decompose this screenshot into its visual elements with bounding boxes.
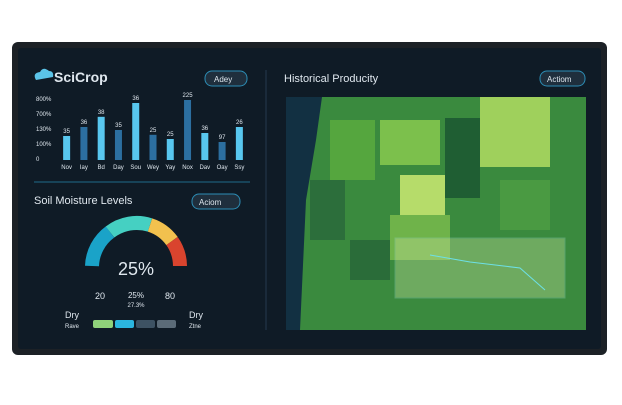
map-region <box>500 180 550 230</box>
bar <box>166 139 174 160</box>
legend-sub: Ztne <box>189 324 202 330</box>
button[interactable] <box>204 70 248 87</box>
x-axis-label: Oay <box>217 165 228 171</box>
bar <box>97 116 105 160</box>
legend-swatch <box>157 320 176 328</box>
x-axis-label: Day <box>113 165 124 171</box>
map-route <box>429 254 546 291</box>
legend-swatch <box>93 320 113 328</box>
bar-label: 225 <box>183 93 194 99</box>
x-axis-label: Ssy <box>234 165 244 171</box>
bar <box>218 142 226 160</box>
bar-label: 97 <box>219 135 226 141</box>
button-label[interactable]: Adey <box>214 75 232 84</box>
legend-label: Dry <box>65 310 79 320</box>
map-region <box>310 180 345 240</box>
bar <box>132 103 140 160</box>
gauge-segment <box>85 226 115 267</box>
gauge <box>85 216 187 267</box>
map-region <box>380 120 440 165</box>
x-axis-label: Nov <box>61 165 72 171</box>
map <box>286 97 586 330</box>
logo: SciCrop <box>54 69 108 85</box>
bar-label: 25 <box>167 132 174 138</box>
bar <box>63 136 71 160</box>
logo-icon <box>34 68 54 80</box>
y-axis-label: 130% <box>36 127 52 133</box>
y-axis-label: 700% <box>36 112 52 118</box>
bar <box>149 134 157 160</box>
map-region <box>445 118 480 198</box>
legend-label: Dry <box>189 310 203 320</box>
button[interactable] <box>539 70 586 87</box>
bar <box>184 100 192 160</box>
gauge-segment <box>166 236 187 267</box>
map-region <box>400 175 445 215</box>
map-region <box>330 120 375 180</box>
y-axis-label: 0 <box>36 157 40 163</box>
x-axis-label: Yay <box>165 165 175 171</box>
bar-label: 38 <box>98 110 105 116</box>
x-axis-label: Sou <box>130 165 141 171</box>
legend-swatch <box>136 320 155 328</box>
bar <box>80 127 88 160</box>
legend-sub: Rave <box>65 324 80 330</box>
bar-chart: 800% 700% 130% 100% 0 35 Nov 36 Iay 38 Bd 35 Day 36 So… <box>36 93 244 171</box>
bar <box>201 133 209 160</box>
bar-label: 36 <box>132 96 139 102</box>
y-axis-label: 800% <box>36 97 52 103</box>
bar-label: 25 <box>150 128 157 134</box>
y-axis-label: 100% <box>36 142 52 148</box>
gauge-mid: 25% <box>128 291 144 300</box>
panel-title: Historical Producity <box>284 73 379 85</box>
gauge-sub: 27.3% <box>127 303 145 309</box>
map-region <box>390 215 450 260</box>
gauge-segment <box>105 216 153 238</box>
gauge-max: 80 <box>165 291 175 301</box>
bar <box>235 127 243 160</box>
x-axis-label: Nox <box>182 165 193 171</box>
x-axis-label: Iay <box>80 165 88 171</box>
button-label[interactable]: Actiom <box>547 75 572 84</box>
bar-label: 26 <box>236 120 243 126</box>
button[interactable] <box>191 193 241 210</box>
x-axis-label: Wey <box>147 165 159 171</box>
gauge-segment <box>147 218 178 246</box>
map-region <box>350 240 390 280</box>
bar <box>114 130 122 160</box>
x-axis-label: Dav <box>199 165 210 171</box>
panel-title: Soil Moisture Levels <box>34 195 133 207</box>
map-highlight <box>394 237 566 299</box>
map-region <box>480 97 550 167</box>
x-axis-label: Bd <box>98 165 105 171</box>
bar-label: 35 <box>63 129 70 135</box>
bar-label: 36 <box>201 126 208 132</box>
gauge-value: 25% <box>118 259 154 279</box>
bar-label: 35 <box>115 123 122 129</box>
button-label[interactable]: Aciom <box>199 198 222 207</box>
legend-swatch <box>115 320 134 328</box>
gauge-min: 20 <box>95 291 105 301</box>
bar-label: 36 <box>81 120 88 126</box>
